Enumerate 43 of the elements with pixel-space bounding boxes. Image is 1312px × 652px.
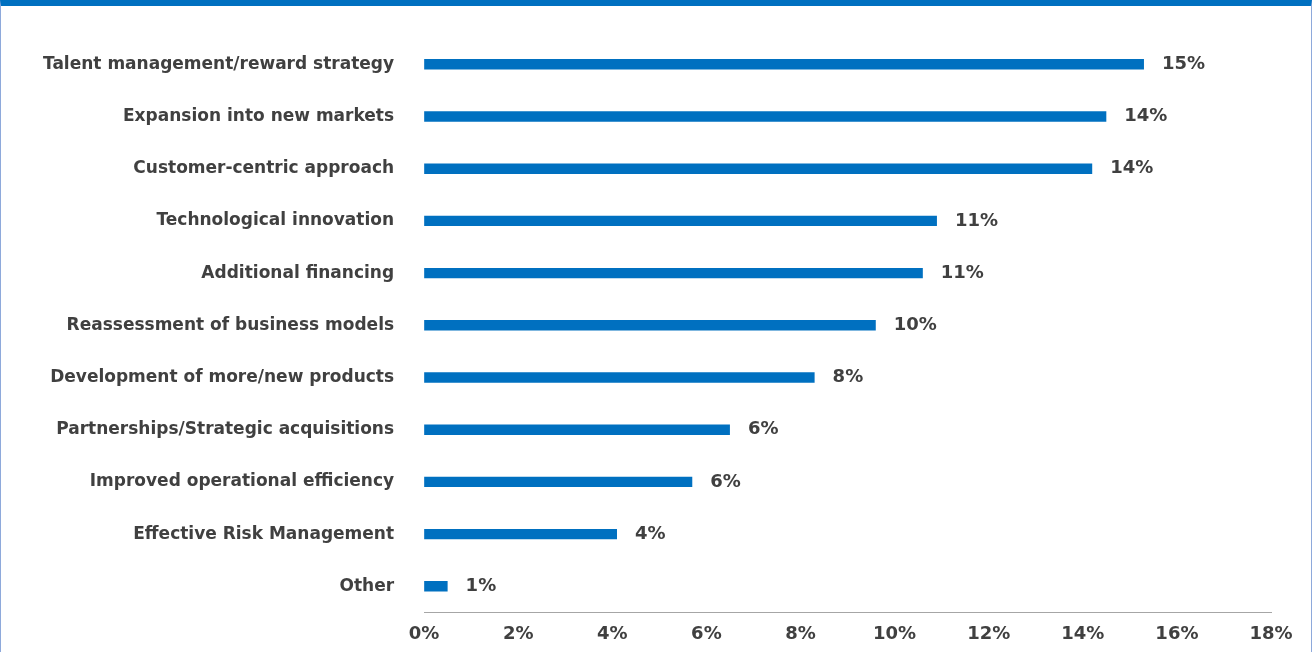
data-label: 11%	[954, 208, 999, 230]
bar	[424, 476, 693, 488]
y-tick-label: Partnerships/Strategic acquisitions	[56, 418, 395, 439]
x-tick-label: 0%	[408, 621, 440, 643]
data-label: 10%	[893, 312, 937, 334]
x-tick-label: 6%	[691, 621, 722, 643]
bar	[424, 320, 876, 331]
x-tick-label: 18%	[1249, 621, 1293, 643]
x-tick-label: 10%	[873, 621, 917, 643]
data-label: 4%	[635, 521, 666, 543]
y-tick-label: Technological innovation	[156, 209, 395, 230]
x-tick-label: 8%	[785, 621, 816, 643]
y-tick-label: Improved operational efficiency	[89, 470, 395, 491]
x-tick-label: 12%	[967, 621, 1011, 643]
x-tick-label: 16%	[1155, 621, 1199, 643]
y-tick-label: Development of more/new products	[50, 365, 395, 386]
bar	[424, 59, 1144, 70]
bar	[424, 267, 923, 279]
y-tick-label: Reassessment of business models	[66, 313, 395, 334]
x-tick-label: 4%	[597, 621, 628, 643]
bar	[424, 163, 1093, 174]
data-label: 6%	[710, 469, 741, 491]
bar	[424, 424, 730, 435]
bar	[424, 111, 1107, 122]
data-label: 14%	[1110, 156, 1154, 178]
y-tick-label: Additional financing	[201, 261, 395, 282]
y-tick-label: Customer-centric approach	[133, 157, 395, 178]
bar	[424, 581, 448, 592]
data-label: 8%	[832, 365, 864, 387]
y-tick-label: Talent management/reward strategy	[43, 52, 395, 73]
data-label: 15%	[1161, 51, 1206, 73]
y-tick-label: Expansion into new markets	[123, 104, 395, 125]
y-tick-label: Other	[339, 574, 395, 595]
data-label: 14%	[1124, 104, 1168, 126]
y-tick-label: Effective Risk Management	[133, 522, 395, 543]
x-tick-label: 2%	[502, 621, 534, 643]
data-label: 1%	[465, 573, 497, 595]
bar	[424, 528, 617, 540]
x-tick-label: 14%	[1061, 621, 1105, 643]
bar	[424, 215, 937, 227]
bar	[424, 372, 815, 383]
data-label: 11%	[940, 260, 984, 282]
data-label: 6%	[747, 417, 779, 439]
